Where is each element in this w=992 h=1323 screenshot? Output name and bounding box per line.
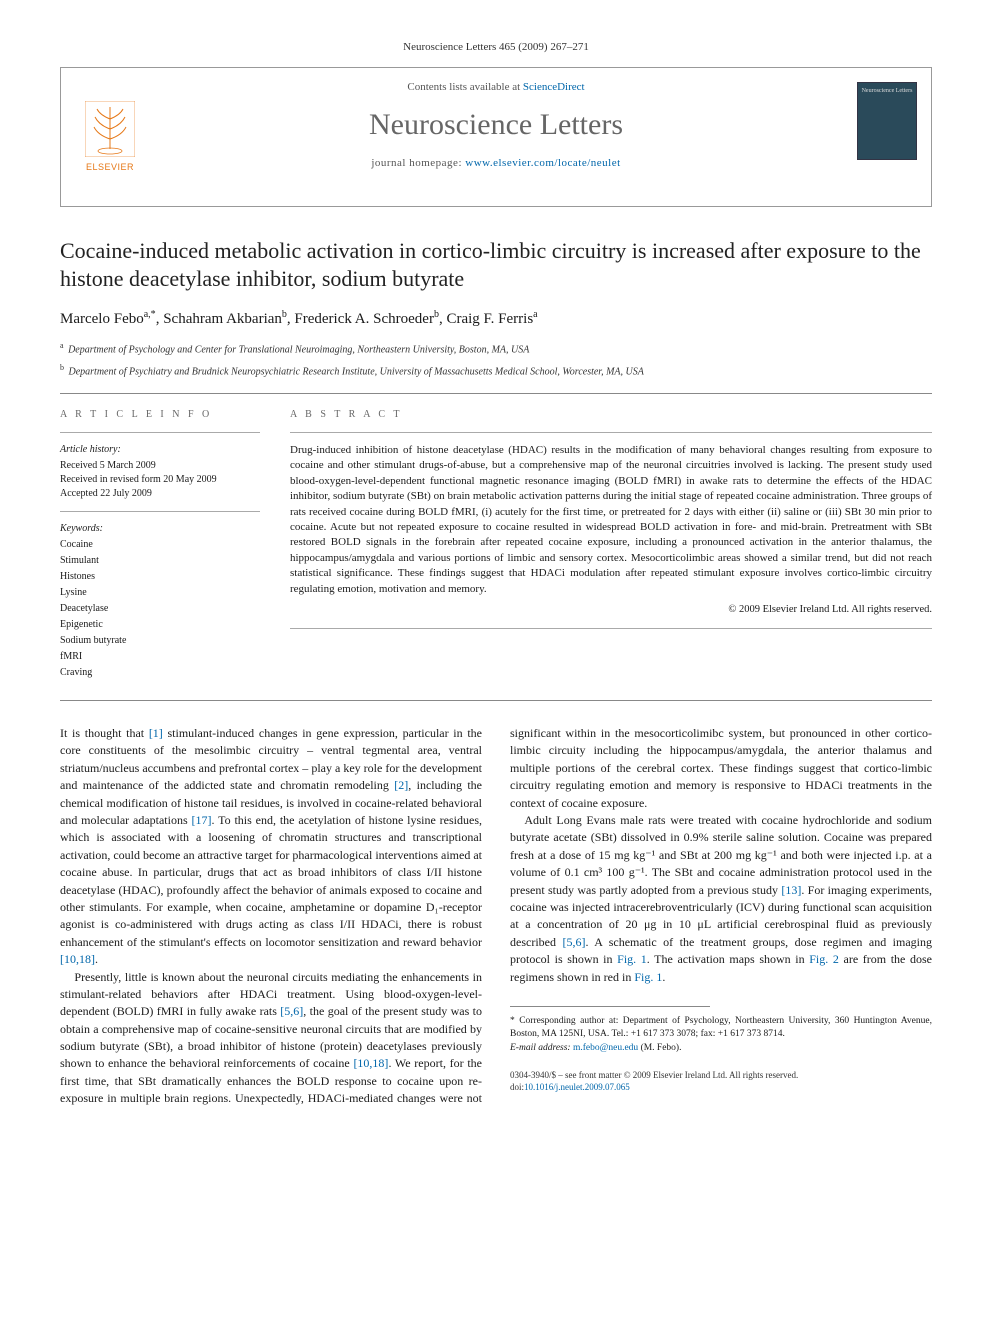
section-divider xyxy=(60,700,932,701)
body-text: It is thought that [1] stimulant-induced… xyxy=(60,725,932,1108)
keyword: Histones xyxy=(60,570,260,584)
authors-line: Marcelo Feboa,*, Schahram Akbarianb, Fre… xyxy=(60,308,932,330)
keyword: Sodium butyrate xyxy=(60,634,260,648)
affiliation: a Department of Psychology and Center fo… xyxy=(60,340,932,357)
abstract-heading: A B S T R A C T xyxy=(290,408,932,422)
email-link[interactable]: m.febo@neu.edu xyxy=(573,1043,638,1053)
contents-prefix: Contents lists available at xyxy=(407,81,522,93)
cover-label: Neuroscience Letters xyxy=(862,87,913,95)
abstract-text: Drug-induced inhibition of histone deace… xyxy=(290,443,932,597)
email-label: E-mail address: xyxy=(510,1043,573,1053)
article-title: Cocaine-induced metabolic activation in … xyxy=(60,237,932,292)
keyword: Epigenetic xyxy=(60,618,260,632)
publisher-logo: ELSEVIER xyxy=(75,97,145,177)
revised-date: Received in revised form 20 May 2009 xyxy=(60,473,260,487)
keyword: Deacetylase xyxy=(60,602,260,616)
homepage-link[interactable]: www.elsevier.com/locate/neulet xyxy=(465,157,620,169)
issn-line: 0304-3940/$ – see front matter © 2009 El… xyxy=(510,1069,932,1082)
accepted-date: Accepted 22 July 2009 xyxy=(60,487,260,501)
affiliation: b Department of Psychiatry and Brudnick … xyxy=(60,362,932,379)
publisher-name: ELSEVIER xyxy=(86,161,134,174)
abstract-column: A B S T R A C T Drug-induced inhibition … xyxy=(290,408,932,680)
doi-link[interactable]: 10.1016/j.neulet.2009.07.065 xyxy=(524,1082,630,1092)
keyword: fMRI xyxy=(60,650,260,664)
keyword: Lysine xyxy=(60,586,260,600)
footnotes: * Corresponding author at: Department of… xyxy=(510,1015,932,1055)
article-info-column: A R T I C L E I N F O Article history: R… xyxy=(60,408,260,680)
received-date: Received 5 March 2009 xyxy=(60,459,260,473)
citation-line: Neuroscience Letters 465 (2009) 267–271 xyxy=(60,40,932,55)
email-line: E-mail address: m.febo@neu.edu (M. Febo)… xyxy=(510,1042,932,1055)
contents-line: Contents lists available at ScienceDirec… xyxy=(81,80,911,95)
issn-copyright: 0304-3940/$ – see front matter © 2009 El… xyxy=(510,1069,932,1094)
article-info-heading: A R T I C L E I N F O xyxy=(60,408,260,422)
keyword: Cocaine xyxy=(60,538,260,552)
corresponding-author: * Corresponding author at: Department of… xyxy=(510,1015,932,1042)
keyword: Stimulant xyxy=(60,554,260,568)
sciencedirect-link[interactable]: ScienceDirect xyxy=(523,81,585,93)
footnote-divider xyxy=(510,1006,710,1007)
email-suffix: (M. Febo). xyxy=(638,1043,681,1053)
homepage-prefix: journal homepage: xyxy=(371,157,465,169)
elsevier-tree-icon xyxy=(85,101,135,157)
journal-homepage-line: journal homepage: www.elsevier.com/locat… xyxy=(81,156,911,171)
body-paragraph-3: Adult Long Evans male rats were treated … xyxy=(510,812,932,986)
journal-cover-thumbnail: Neuroscience Letters xyxy=(857,82,917,160)
keyword: Craving xyxy=(60,666,260,680)
doi-label: doi: xyxy=(510,1082,524,1092)
journal-name: Neuroscience Letters xyxy=(81,104,911,146)
history-label: Article history: xyxy=(60,443,260,457)
section-divider xyxy=(60,393,932,394)
journal-header-box: ELSEVIER Neuroscience Letters Contents l… xyxy=(60,67,932,207)
abstract-copyright: © 2009 Elsevier Ireland Ltd. All rights … xyxy=(290,603,932,618)
keywords-label: Keywords: xyxy=(60,522,260,536)
body-paragraph-1: It is thought that [1] stimulant-induced… xyxy=(60,725,482,968)
